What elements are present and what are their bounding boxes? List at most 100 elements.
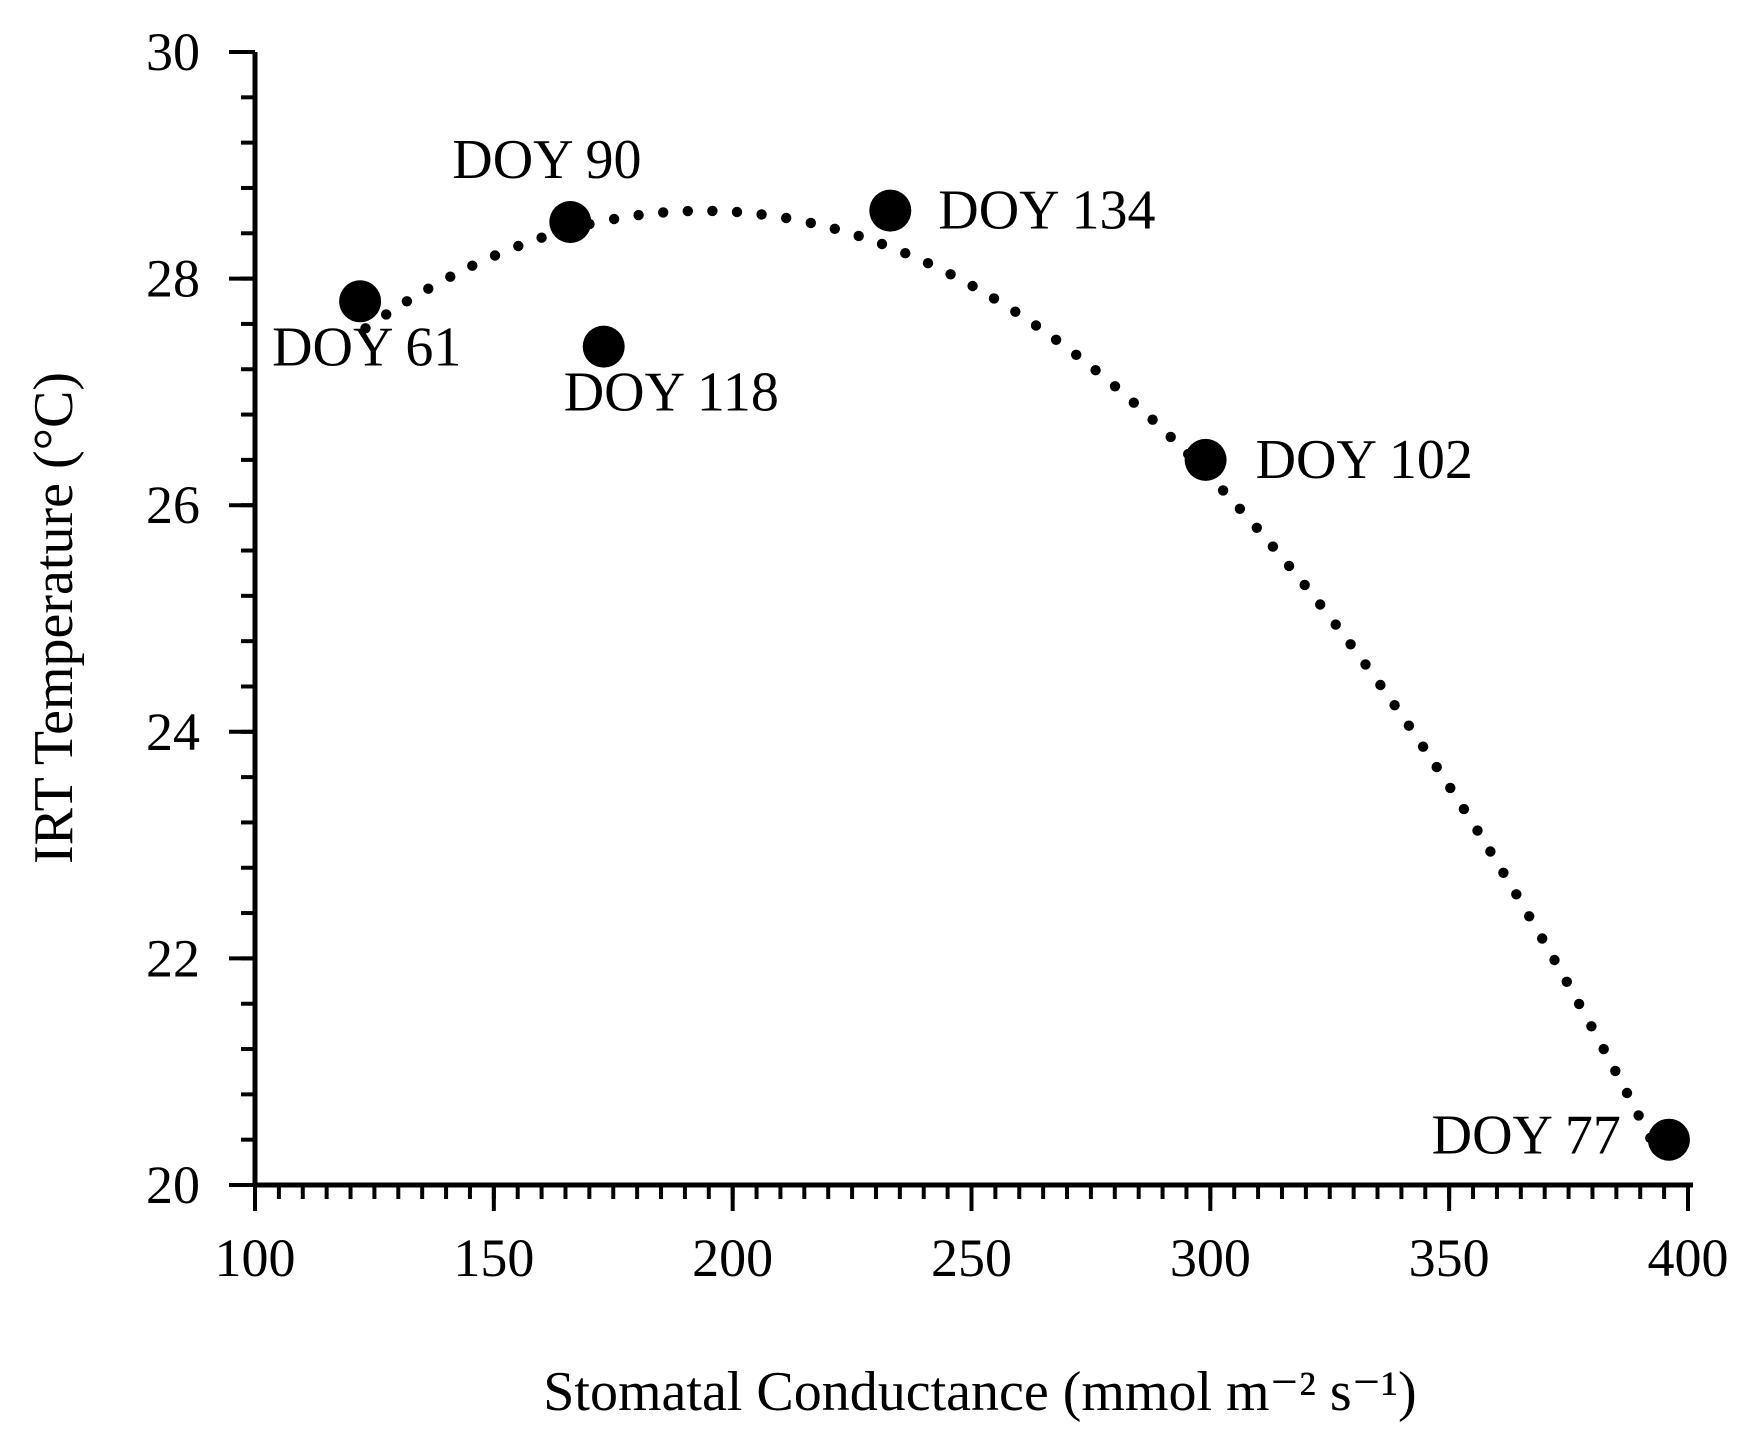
trendline-dot — [1165, 431, 1176, 443]
trendline — [360, 205, 1656, 1144]
trendline-dot — [1598, 1043, 1609, 1055]
trendline-dot — [1573, 998, 1585, 1010]
trendline-dot — [1524, 911, 1535, 922]
trendline-dot — [1283, 560, 1295, 572]
trendline-dot — [1050, 334, 1062, 345]
trendline-dot — [401, 296, 413, 307]
data-point — [1184, 438, 1227, 481]
trendline-dot — [1375, 679, 1386, 691]
trendline-dot — [1485, 846, 1496, 857]
trendline-dot — [1498, 867, 1509, 878]
trendline-dot — [900, 248, 911, 259]
trendline-dot — [1299, 579, 1310, 591]
x-tick-label: 350 — [1409, 1228, 1490, 1288]
x-tick-label: 100 — [215, 1228, 296, 1288]
point-label: DOY 90 — [452, 129, 641, 191]
trendline-dot — [731, 206, 743, 218]
trendline-dot — [360, 323, 371, 334]
x-axis-title: Stomatal Conductance (mmol m⁻² s⁻¹) — [543, 1361, 1416, 1423]
x-tick-labels: 100 150 200 250 300 350 400 — [215, 1228, 1729, 1288]
data-point — [869, 189, 912, 232]
y-tick-label: 20 — [146, 1155, 200, 1215]
trendline-dot — [781, 212, 792, 224]
trendline-dot — [853, 230, 864, 242]
point-label: DOY 77 — [1432, 1105, 1621, 1167]
trendline-dot — [489, 250, 501, 261]
x-tick-label: 400 — [1648, 1228, 1729, 1288]
y-tick-labels: 20 22 24 26 28 30 — [146, 22, 200, 1215]
point-label: DOY 118 — [564, 362, 779, 424]
trendline-dot — [1090, 365, 1101, 376]
trendline-dot — [1345, 639, 1356, 650]
trendline-dot — [633, 209, 644, 221]
trendline-dot — [1586, 1021, 1597, 1032]
trendline-dot — [423, 283, 434, 294]
trendline-dot — [945, 269, 956, 280]
point-labels: DOY 61 DOY 90 DOY 118 DOY 134 DOY 102 DOY 77 — [272, 129, 1621, 1167]
trendline-dot — [1251, 522, 1263, 533]
trendline-dot — [1431, 761, 1442, 773]
trendline-dot — [1030, 320, 1042, 331]
trendline-dot — [756, 209, 767, 220]
data-point — [582, 325, 625, 368]
trendline-dot — [1389, 700, 1400, 711]
data-point — [339, 280, 382, 323]
point-label: DOY 134 — [938, 180, 1155, 242]
point-label: DOY 61 — [272, 316, 461, 378]
trendline-dot — [922, 258, 934, 269]
trendline-dot — [1109, 381, 1121, 392]
y-axis-title: IRT Temperature (°C) — [23, 372, 85, 864]
trendline-dot — [988, 293, 1000, 304]
trendline-dot — [467, 260, 478, 271]
trendline-dot — [1010, 306, 1021, 317]
trendline-dot — [445, 271, 456, 282]
trendline-dot — [1417, 741, 1429, 752]
x-tick-label: 300 — [1170, 1228, 1251, 1288]
trendline-dot — [1537, 933, 1548, 944]
trendline-dot — [1511, 889, 1522, 900]
x-tick-label: 200 — [692, 1228, 773, 1288]
trendline-dot — [829, 223, 840, 234]
trendline-dot — [1458, 803, 1470, 815]
major-ticks — [229, 50, 1690, 1211]
trendline-dot — [381, 309, 392, 320]
trendline-dot — [1561, 976, 1573, 987]
trendline-dot — [682, 205, 693, 217]
trendline-dot — [1549, 954, 1560, 966]
trendline-dot — [536, 232, 547, 243]
trendline-dot — [1610, 1065, 1621, 1077]
trendline-dot — [1330, 619, 1341, 630]
trendline-dot — [1128, 397, 1140, 408]
trendline-dot — [876, 238, 888, 250]
data-points — [339, 189, 1690, 1161]
trendline-dot — [1633, 1110, 1644, 1121]
trendline-dot — [513, 240, 524, 252]
trendline-dot — [608, 213, 620, 225]
x-tick-label: 150 — [453, 1228, 534, 1288]
point-label: DOY 102 — [1256, 429, 1473, 491]
trendline-dot — [1147, 414, 1158, 425]
trendline-dot — [1360, 659, 1371, 670]
trendline-dot — [1267, 541, 1279, 552]
y-tick-label: 30 — [146, 22, 200, 82]
trendline-dot — [658, 207, 669, 218]
trendline-dot — [1217, 485, 1229, 496]
y-tick-label: 24 — [146, 702, 200, 762]
trendline-dot — [805, 217, 816, 229]
y-tick-label: 26 — [146, 475, 200, 535]
trendline-dot — [1445, 782, 1456, 794]
trendline-dot — [1621, 1087, 1633, 1099]
data-point — [549, 201, 592, 243]
y-tick-label: 28 — [146, 249, 200, 309]
trendline-dot — [967, 280, 978, 292]
trendline-dot — [1234, 503, 1246, 514]
trendline-dot — [1472, 825, 1483, 836]
trendline-dot — [1315, 599, 1326, 610]
trendline-dot — [1403, 720, 1415, 731]
trendline-dot — [707, 205, 718, 217]
trendline-dot — [1071, 349, 1082, 360]
x-tick-label: 250 — [931, 1228, 1012, 1288]
y-tick-label: 22 — [146, 928, 200, 988]
data-point — [1647, 1118, 1690, 1161]
